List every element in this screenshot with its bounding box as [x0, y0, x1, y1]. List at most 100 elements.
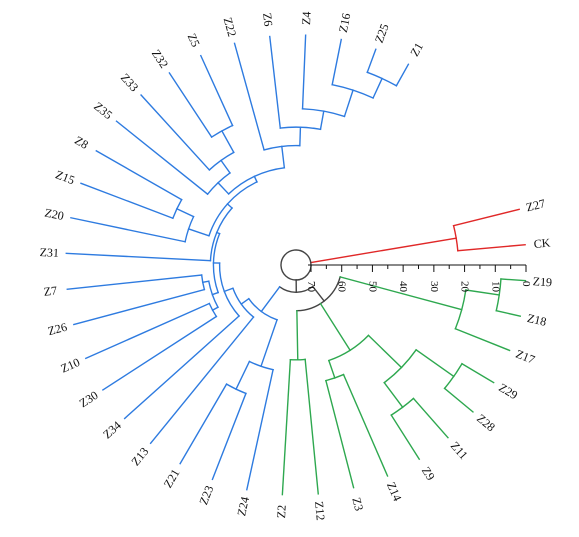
branch-ck — [457, 243, 526, 252]
axis-tick-label: 30 — [428, 281, 440, 293]
leaf-label-z31: Z31 — [39, 245, 59, 260]
branch-z26 — [72, 288, 206, 326]
branch-arc-b12 — [227, 166, 286, 195]
leaf-label-z28: Z28 — [474, 411, 498, 434]
branch-z33 — [140, 94, 211, 171]
leaf-label-z7: Z7 — [43, 283, 58, 298]
leaf-label-z10: Z10 — [59, 355, 82, 376]
branch-b19 — [343, 89, 354, 118]
branch-b13 — [217, 181, 230, 195]
branch-z5 — [199, 54, 234, 127]
leaf-label-z1: Z1 — [407, 40, 426, 58]
branch-z32 — [168, 72, 213, 139]
branch-z18 — [495, 309, 522, 317]
branch-gc — [311, 285, 326, 303]
branch-arc-b3 — [218, 262, 241, 317]
leaf-label-z14: Z14 — [384, 480, 405, 503]
distance-axis: 70 60 50 40 30 20 10 0 — [305, 264, 532, 293]
leaf-label-z8: Z8 — [72, 133, 91, 152]
branch-b5 — [211, 291, 220, 296]
leaf-label-z34: Z34 — [100, 418, 124, 441]
leaf-label-z32: Z32 — [149, 47, 171, 71]
branch-arc-b11 — [171, 198, 183, 220]
leaf-label-ck: CK — [533, 236, 551, 251]
branch-z15 — [80, 182, 174, 220]
leaf-label-z23: Z23 — [196, 484, 216, 507]
branch-g2 — [319, 302, 352, 352]
leaf-label-z2: Z2 — [274, 504, 289, 518]
branch-a — [309, 237, 457, 264]
branch-b15 — [220, 129, 235, 154]
leaf-label-z19: Z19 — [532, 274, 552, 289]
branch-b16 — [281, 145, 286, 169]
axis-tick-label: 10 — [489, 281, 501, 293]
branch-b14 — [220, 159, 231, 174]
leaf-label-z29: Z29 — [496, 380, 520, 402]
branch-b3 — [223, 287, 234, 293]
branch-z34 — [123, 315, 241, 420]
branch-b2 — [240, 297, 250, 306]
axis-tick-label: 50 — [366, 281, 378, 293]
branch-z28 — [443, 387, 474, 413]
branch-z9 — [390, 414, 421, 461]
branch-z1 — [395, 63, 410, 87]
branch-z8 — [95, 149, 183, 201]
branch-z27 — [452, 208, 521, 227]
branch-z14 — [342, 373, 389, 477]
branch-arc-b6 — [208, 302, 218, 318]
branch-b7 — [201, 280, 210, 284]
branch-z7 — [66, 274, 203, 291]
branch-z16 — [331, 38, 343, 86]
leaf-label-z27: Z27 — [525, 196, 547, 214]
branch-arc-gc — [296, 276, 341, 312]
branch-b6 — [211, 306, 219, 312]
branch-g2a2 — [383, 381, 404, 409]
branch-g2b — [327, 359, 336, 379]
branch-z6 — [268, 35, 282, 129]
branch-arc-g2 — [327, 334, 370, 362]
branch-b12 — [253, 175, 258, 183]
leaf-label-z3: Z3 — [349, 496, 366, 512]
axis-tick-label: 20 — [459, 281, 471, 293]
branch-b10 — [187, 228, 210, 237]
leaf-label-z30: Z30 — [77, 388, 101, 410]
branch-z31 — [65, 252, 212, 262]
branch-arc-b8 — [209, 207, 234, 262]
branch-arc-b15 — [210, 124, 234, 139]
branch-arc-b9 — [208, 180, 258, 237]
axis-tick-label: 0 — [520, 281, 532, 287]
branch-z21 — [179, 383, 228, 465]
axis-tick-label: 70 — [305, 281, 317, 293]
branch-b1 — [260, 318, 278, 368]
leaf-label-z15: Z15 — [54, 167, 77, 187]
branch-g1 — [339, 276, 463, 311]
branch-z17 — [454, 327, 511, 352]
branch-z3 — [325, 379, 355, 489]
leaf-label-z20: Z20 — [43, 205, 65, 223]
branch-g3 — [296, 309, 299, 361]
leaf-label-z18: Z18 — [526, 311, 548, 329]
leaf-label-z13: Z13 — [128, 444, 151, 468]
branch-arc-b1b — [225, 383, 247, 395]
branch-arc-b17 — [279, 126, 322, 131]
branch-z35 — [115, 120, 209, 196]
branch-g2a1 — [415, 348, 455, 378]
branch-z10 — [84, 302, 211, 360]
leaf-label-z35: Z35 — [91, 99, 115, 122]
leaf-label-z21: Z21 — [161, 466, 183, 490]
branch-g2a — [367, 334, 403, 369]
branch-z11 — [412, 397, 449, 439]
axis-tick-label: 40 — [397, 281, 409, 293]
leaf-label-z4: Z4 — [299, 11, 314, 25]
leaf-label-z25: Z25 — [372, 22, 392, 45]
branch-z22 — [233, 42, 265, 151]
branch-z24 — [245, 368, 274, 491]
leaf-label-z11: Z11 — [448, 439, 471, 462]
branch-arc-g2a1 — [443, 362, 463, 390]
leaf-label-z5: Z5 — [185, 31, 203, 49]
branch-z2 — [281, 358, 292, 496]
branch-z19 — [500, 278, 527, 282]
leaf-label-z26: Z26 — [46, 320, 68, 339]
